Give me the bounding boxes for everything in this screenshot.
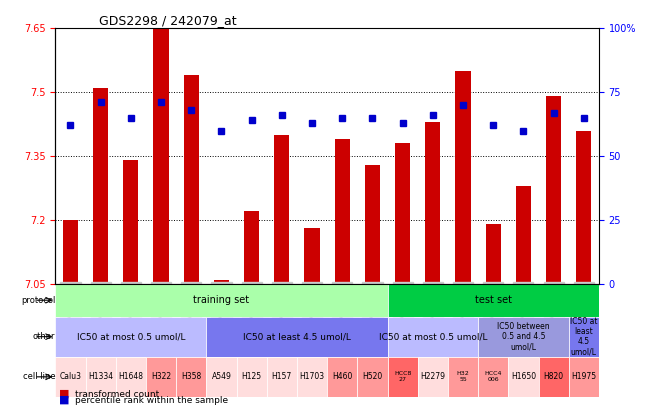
- FancyBboxPatch shape: [55, 357, 85, 397]
- FancyBboxPatch shape: [327, 357, 357, 397]
- FancyBboxPatch shape: [418, 357, 448, 397]
- Bar: [305, 228, 320, 284]
- Text: IC50 at most 0.5 umol/L: IC50 at most 0.5 umol/L: [77, 332, 185, 341]
- FancyBboxPatch shape: [236, 357, 267, 397]
- Text: H2279: H2279: [421, 372, 445, 382]
- FancyBboxPatch shape: [146, 357, 176, 397]
- Text: protocol: protocol: [21, 296, 55, 305]
- Text: H322: H322: [151, 372, 171, 382]
- Text: IC50 between
0.5 and 4.5
umol/L: IC50 between 0.5 and 4.5 umol/L: [497, 322, 549, 352]
- Text: training set: training set: [193, 295, 249, 305]
- Text: Calu3: Calu3: [59, 372, 81, 382]
- Text: percentile rank within the sample: percentile rank within the sample: [75, 396, 228, 405]
- Bar: [335, 139, 350, 284]
- Text: HCC4
006: HCC4 006: [484, 371, 502, 382]
- FancyBboxPatch shape: [55, 317, 206, 357]
- Text: A549: A549: [212, 372, 231, 382]
- Bar: [516, 186, 531, 284]
- FancyBboxPatch shape: [387, 284, 599, 317]
- FancyBboxPatch shape: [297, 357, 327, 397]
- FancyBboxPatch shape: [55, 284, 387, 317]
- FancyBboxPatch shape: [357, 357, 387, 397]
- Bar: [154, 28, 169, 284]
- FancyBboxPatch shape: [176, 357, 206, 397]
- FancyBboxPatch shape: [448, 357, 478, 397]
- FancyBboxPatch shape: [569, 357, 599, 397]
- Text: H32
55: H32 55: [456, 371, 469, 382]
- FancyBboxPatch shape: [478, 357, 508, 397]
- FancyBboxPatch shape: [116, 357, 146, 397]
- Text: test set: test set: [475, 295, 512, 305]
- Bar: [425, 122, 440, 284]
- Text: H1703: H1703: [299, 372, 325, 382]
- Text: IC50 at least 4.5 umol/L: IC50 at least 4.5 umol/L: [243, 332, 351, 341]
- Bar: [214, 279, 229, 284]
- FancyBboxPatch shape: [267, 357, 297, 397]
- Text: HCC8
27: HCC8 27: [394, 371, 411, 382]
- Bar: [365, 164, 380, 284]
- Text: cell line: cell line: [23, 372, 55, 382]
- FancyBboxPatch shape: [569, 317, 599, 357]
- FancyBboxPatch shape: [508, 357, 538, 397]
- Text: GDS2298 / 242079_at: GDS2298 / 242079_at: [99, 14, 236, 27]
- Text: ■: ■: [59, 395, 69, 405]
- Text: H157: H157: [271, 372, 292, 382]
- Text: H820: H820: [544, 372, 564, 382]
- Bar: [63, 220, 78, 284]
- FancyBboxPatch shape: [387, 357, 418, 397]
- Text: H358: H358: [181, 372, 201, 382]
- FancyBboxPatch shape: [206, 317, 387, 357]
- Bar: [395, 143, 410, 284]
- Bar: [546, 96, 561, 284]
- Bar: [274, 135, 290, 284]
- FancyBboxPatch shape: [478, 317, 569, 357]
- Bar: [93, 88, 108, 284]
- Bar: [576, 130, 591, 284]
- FancyBboxPatch shape: [538, 357, 569, 397]
- Text: IC50 at most 0.5 umol/L: IC50 at most 0.5 umol/L: [379, 332, 487, 341]
- Text: H460: H460: [332, 372, 352, 382]
- Text: H1975: H1975: [572, 372, 596, 382]
- Bar: [486, 224, 501, 284]
- FancyBboxPatch shape: [206, 357, 236, 397]
- Bar: [244, 211, 259, 284]
- Bar: [456, 71, 471, 284]
- Bar: [123, 160, 139, 284]
- Bar: [184, 75, 199, 284]
- Text: H1334: H1334: [88, 372, 113, 382]
- Text: transformed count: transformed count: [75, 390, 159, 399]
- Text: H520: H520: [363, 372, 383, 382]
- Text: other: other: [33, 332, 55, 341]
- FancyBboxPatch shape: [387, 317, 478, 357]
- Text: ■: ■: [59, 389, 69, 399]
- Text: H1650: H1650: [511, 372, 536, 382]
- Text: H125: H125: [242, 372, 262, 382]
- Text: IC50 at
least
4.5
umol/L: IC50 at least 4.5 umol/L: [570, 317, 598, 357]
- FancyBboxPatch shape: [85, 357, 116, 397]
- Text: H1648: H1648: [118, 372, 143, 382]
